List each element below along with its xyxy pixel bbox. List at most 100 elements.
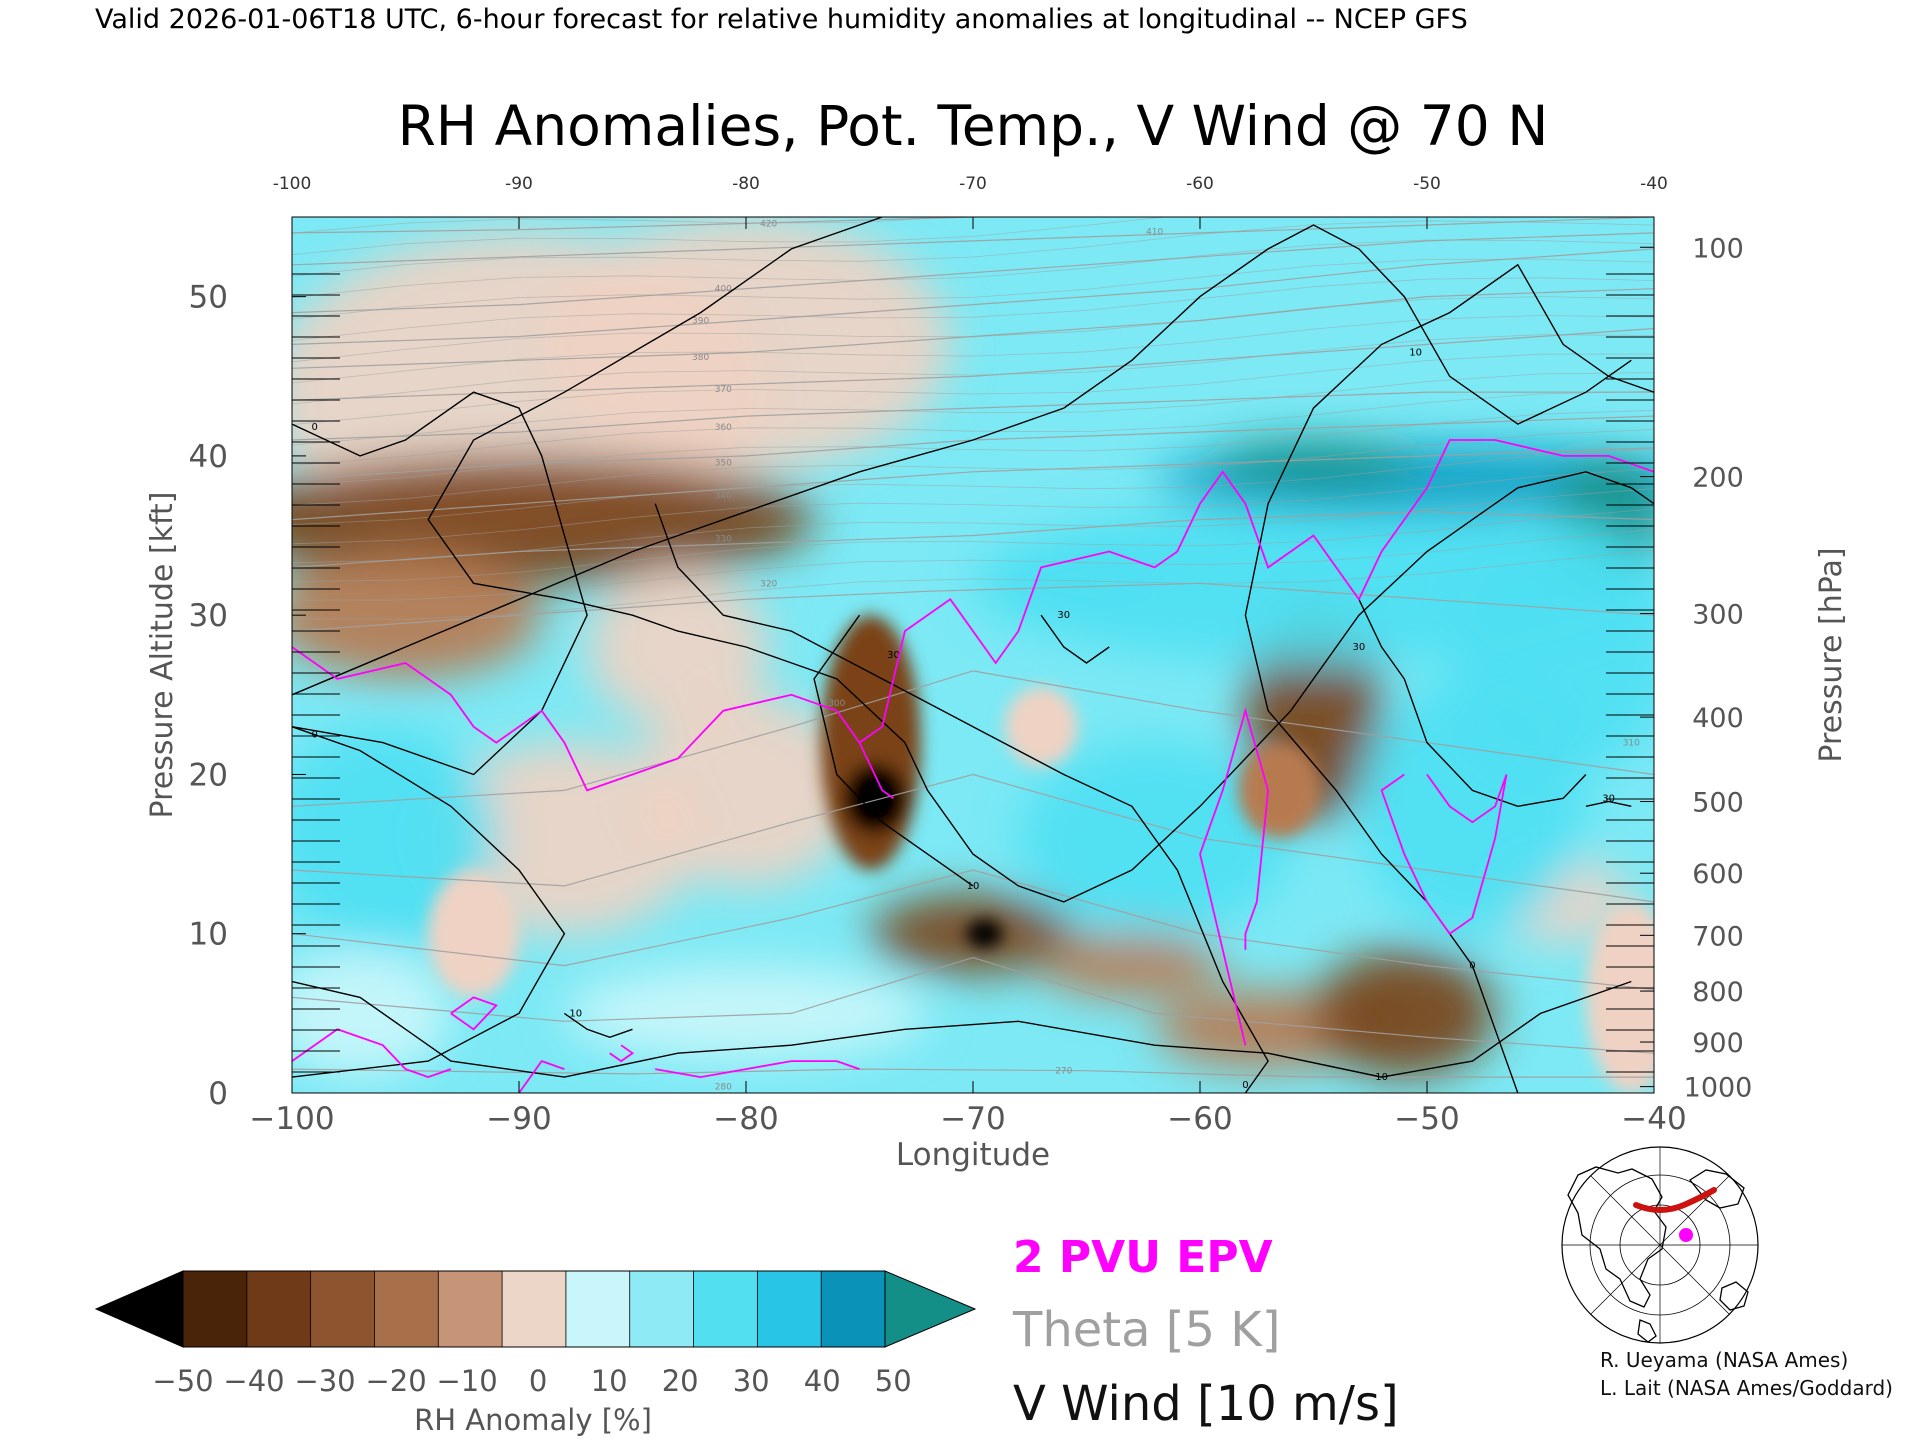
- legend-theta: Theta [5 K]: [1012, 1302, 1281, 1358]
- vwind-line-2: [427, 217, 1654, 903]
- colorbar-segment-9: [757, 1271, 822, 1347]
- theta-line-390: [292, 248, 1654, 345]
- colorbar-segment-2: [310, 1271, 375, 1347]
- rh-anomaly-blob-14: [1313, 949, 1496, 1078]
- y-tick-label-1: 10: [189, 917, 228, 953]
- rh-anomaly-blob-1: [541, 217, 951, 472]
- colorbar-tick-label-8: 30: [733, 1364, 770, 1398]
- theta-minor-line-8: [292, 549, 1654, 620]
- colorbar-under-arrow: [94, 1270, 184, 1348]
- vwind-label-2: 10: [967, 881, 980, 892]
- theta-line-300: [292, 773, 1654, 903]
- colorbar-segment-6: [565, 1271, 631, 1347]
- theta-minor-line-9: [292, 528, 1654, 601]
- rh-anomaly-blob-16: [1238, 742, 1321, 839]
- epv-line-6: [292, 1028, 452, 1079]
- vwind-line-4: [563, 1012, 633, 1039]
- theta-line-290: [292, 869, 1654, 991]
- vwind-line-6: [813, 614, 974, 887]
- epv-line-5: [609, 1044, 635, 1063]
- x-tick-label-2: −80: [713, 1101, 778, 1137]
- legend-vwind: V Wind [10 m/s]: [1013, 1376, 1399, 1432]
- theta-label-390: 390: [692, 317, 709, 327]
- epv-line-7: [518, 1060, 565, 1093]
- y-axis-left: 0 10 20 30 40 50: [189, 280, 306, 1112]
- theta-minor-line-10: [292, 508, 1654, 582]
- plot-area: 2702803003103203303403503603703803904004…: [292, 217, 1654, 1093]
- vwind-label-0: 0: [312, 422, 318, 433]
- theta-label-380: 380: [692, 353, 709, 363]
- vwind-label-1: 0: [312, 730, 318, 741]
- colorbar-tick-label-7: 20: [662, 1364, 699, 1398]
- top-tick-label-6: -40: [1640, 174, 1668, 194]
- top-tick-label-4: -60: [1186, 174, 1214, 194]
- vwind-line-8: [1358, 598, 1587, 808]
- top-tick-label-2: -80: [732, 174, 760, 194]
- colorbar-frame: [182, 1270, 886, 1348]
- theta-line-280: [292, 956, 1654, 1054]
- x-tick-label-0: −100: [249, 1101, 334, 1137]
- top-tick-label-3: -70: [959, 174, 987, 194]
- colorbar-tick-label-4: −10: [436, 1364, 497, 1398]
- colorbar-tick-label-10: 50: [875, 1364, 912, 1398]
- colorbar-tick-label-0: −50: [152, 1364, 213, 1398]
- theta-label-400: 400: [715, 285, 732, 295]
- theta-line-320: [292, 582, 1654, 632]
- vwind-label-7: 30: [1057, 610, 1070, 621]
- colorbar-tick-label-6: 10: [591, 1364, 628, 1398]
- colorbar-tick-label-5: 0: [529, 1364, 547, 1398]
- theta-label-330: 330: [715, 535, 732, 545]
- pressure-tick-label-600: 600: [1692, 859, 1744, 890]
- theta-minor-line-15: [292, 409, 1654, 486]
- y-axis-label-right: Pressure [hPa]: [1814, 547, 1849, 762]
- vwind-label-11: 0: [1469, 961, 1475, 972]
- colorbar-tick-label-3: −20: [365, 1364, 426, 1398]
- pressure-tick-label-900: 900: [1692, 1028, 1744, 1059]
- theta-label-350: 350: [715, 458, 732, 468]
- theta-minor-line-23: [292, 258, 1654, 320]
- theta-line-400: [292, 232, 1654, 314]
- credit-line-2: L. Lait (NASA Ames/Goddard): [1600, 1376, 1893, 1400]
- rh-anomaly-blob-9: [843, 763, 908, 834]
- globe-meridian-1: [1659, 1244, 1730, 1315]
- rh-anomaly-blob-17: [1004, 686, 1078, 767]
- theta-minor-line-13: [292, 448, 1654, 525]
- y-axis-right: 100 200 300 400 500 600 700 800 900 1000: [1640, 233, 1753, 1104]
- theta-label-360: 360: [715, 423, 732, 433]
- theta-contours: 2702803003103203303403503603703803904004…: [292, 217, 1654, 1093]
- y-tick-label-3: 30: [189, 598, 228, 634]
- epv-line-3: [1380, 773, 1508, 935]
- colorbar-segment-8: [693, 1271, 758, 1347]
- vwind-line-9: [1585, 800, 1632, 807]
- y-axis-label-left: Pressure Altitude [kft]: [145, 492, 180, 819]
- theta-label-280: 280: [715, 1083, 732, 1093]
- theta-minor-line-20: [292, 315, 1654, 384]
- pressure-tick-label-400: 400: [1692, 703, 1744, 734]
- x-tick-label-5: −50: [1394, 1101, 1459, 1137]
- colorbar-tick-label-2: −30: [294, 1364, 355, 1398]
- epv-line-0: [292, 439, 1654, 792]
- theta-minor-line-19: [292, 334, 1654, 405]
- globe-meridian-3: [1590, 1244, 1661, 1315]
- vwind-line-0: [292, 391, 588, 776]
- rh-anomaly-blob-11: [966, 919, 1003, 949]
- colorbar-segment-5: [502, 1271, 567, 1347]
- pressure-tick-label-1000: 1000: [1684, 1073, 1753, 1104]
- colorbar-tick-label-9: 40: [804, 1364, 841, 1398]
- vwind-line-1: [292, 726, 566, 1078]
- rh-anomaly-blob-7: [428, 870, 519, 998]
- chart-title: RH Anomalies, Pot. Temp., V Wind @ 70 N: [398, 94, 1549, 158]
- pressure-tick-label-800: 800: [1692, 977, 1744, 1008]
- vwind-line-7: [1040, 614, 1110, 664]
- rh-anomaly-cores: [428, 615, 1654, 1093]
- rh-anomaly-blob-19: [1585, 901, 1654, 1093]
- x-axis: −100 −90 −80 −70 −60 −50 −40: [249, 217, 1687, 1137]
- pressure-minor-ticks: [292, 273, 1654, 1093]
- epv-contours: [292, 439, 1654, 1093]
- location-marker-icon: [1679, 1228, 1693, 1242]
- theta-minor-line-16: [292, 390, 1654, 466]
- theta-line-370: [292, 327, 1654, 401]
- epv-line-4: [450, 996, 498, 1031]
- legend-epv: 2 PVU EPV: [1013, 1232, 1273, 1283]
